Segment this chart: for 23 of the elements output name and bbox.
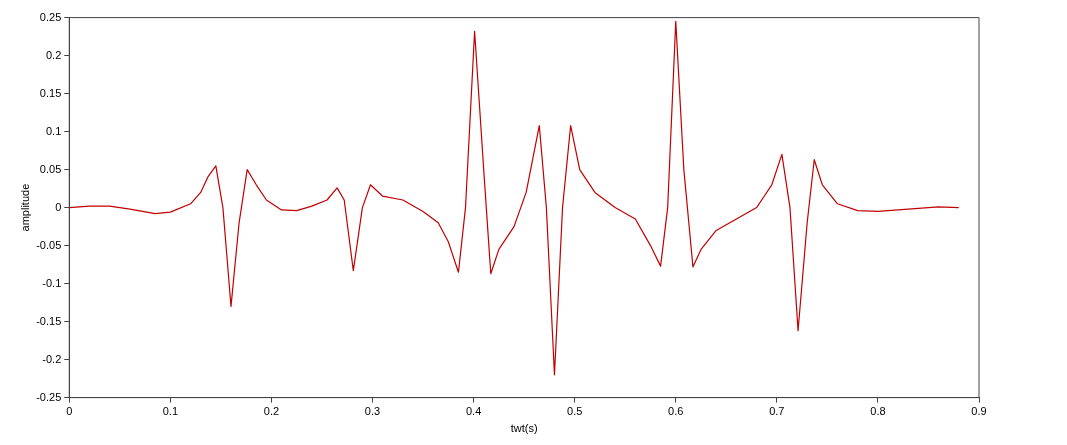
- y-tick-label: 0.05: [39, 162, 62, 175]
- x-tick-label: 0.3: [364, 405, 381, 418]
- y-tick-label: 0.15: [39, 86, 62, 99]
- x-tick-label: 0.9: [971, 405, 987, 418]
- x-tick-label: 0.6: [668, 405, 684, 418]
- x-tick-label: 0.1: [162, 405, 178, 418]
- y-tick-label: 0: [55, 200, 62, 213]
- y-tick-label: 0.25: [39, 10, 62, 23]
- y-tick-label: 0.1: [45, 124, 62, 137]
- y-axis-title: amplitude: [18, 183, 31, 232]
- x-tick-label: 0.8: [870, 405, 886, 418]
- x-tick-label: 0.5: [567, 405, 583, 418]
- y-tick-label: 0.2: [45, 48, 62, 61]
- y-tick-label: -0.25: [36, 390, 62, 403]
- y-tick-label: -0.1: [42, 276, 62, 289]
- y-tick-label: -0.2: [42, 352, 62, 365]
- x-tick-label: 0: [66, 405, 73, 418]
- x-tick-label: 0.2: [263, 405, 280, 418]
- y-tick-label: -0.15: [36, 314, 62, 327]
- x-tick-label: 0.7: [769, 405, 785, 418]
- x-axis-title: twt(s): [510, 422, 538, 435]
- x-tick-label: 0.4: [465, 405, 482, 418]
- y-tick-label: -0.05: [36, 238, 62, 251]
